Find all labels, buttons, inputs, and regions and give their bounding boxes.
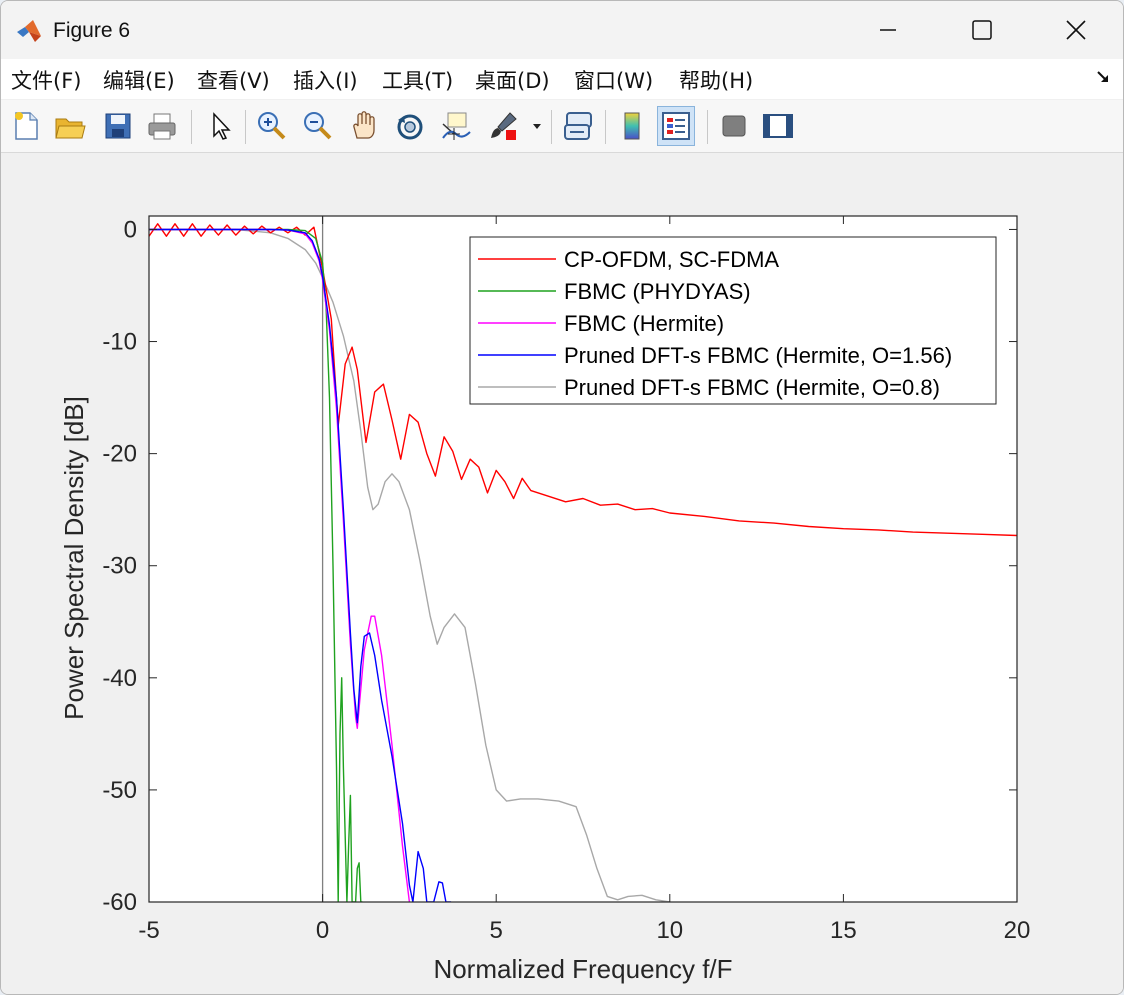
data-cursor-button[interactable] [437, 106, 475, 146]
toolbar-separator [191, 110, 192, 144]
toolbar-separator [707, 110, 708, 144]
x-tick-label: 10 [656, 917, 683, 944]
axes-box [148, 215, 1018, 903]
dock-figure-icon[interactable] [1095, 69, 1111, 85]
legend-entry: FBMC (PHYDYAS) [564, 279, 751, 304]
new-figure-icon [15, 112, 38, 140]
y-tick-label: -30 [102, 553, 137, 580]
close-icon [1066, 20, 1086, 40]
y-axis-label: Power Spectral Density [dB] [59, 396, 89, 720]
series-line-1 [149, 223, 1017, 537]
minimize-button[interactable] [841, 1, 935, 59]
legend-icon [662, 112, 690, 140]
legend-entry: CP-OFDM, SC-FDMA [564, 247, 779, 272]
menu-window[interactable]: 窗口(W) [574, 69, 654, 93]
zoom-out-button[interactable] [299, 106, 337, 146]
toolbar [1, 100, 1123, 153]
y-tick-label: -20 [102, 441, 137, 468]
brush-dropdown-button[interactable] [527, 106, 547, 146]
x-axis-label: Normalized Frequency f/F [433, 954, 732, 984]
zoom-in-button[interactable] [253, 106, 291, 146]
print-icon [148, 113, 176, 140]
legend-entry: Pruned DFT-s FBMC (Hermite, O=1.56) [564, 343, 952, 368]
window-title: Figure 6 [53, 19, 131, 42]
legend-button[interactable] [657, 106, 695, 146]
y-tick-label: -50 [102, 777, 137, 804]
data-cursor-icon [442, 112, 471, 140]
colorbar-icon [624, 112, 640, 140]
zoom-out-icon [304, 112, 332, 140]
open-file-icon [55, 118, 86, 139]
x-tick-label: -5 [138, 917, 159, 944]
save-icon [105, 113, 131, 139]
series-line-5 [149, 228, 670, 902]
save-button[interactable] [99, 106, 137, 146]
figure-canvas: -5 0 5 10 15 20 0 -10 -20 -30 -40 -50 -60 CP-OFDM, SC… [1, 153, 1123, 994]
brush-button[interactable] [485, 106, 523, 146]
show-plot-tools-button[interactable] [759, 106, 797, 146]
hide-plot-tools-button[interactable] [715, 106, 753, 146]
toolbar-separator [551, 110, 552, 144]
show-plot-tools-icon [763, 114, 793, 138]
colorbar-button[interactable] [613, 106, 651, 146]
matlab-logo-icon [17, 20, 41, 42]
rotate-3d-button[interactable] [391, 106, 429, 146]
y-tick-label: 0 [124, 216, 137, 243]
toolbar-separator [605, 110, 606, 144]
title-bar[interactable]: Figure 6 [1, 1, 1123, 59]
series-line-4 [149, 228, 452, 902]
close-button[interactable] [1029, 1, 1123, 59]
pan-hand-icon [353, 111, 375, 139]
hide-plot-tools-icon [722, 115, 746, 137]
minimize-icon [880, 29, 896, 31]
menu-file[interactable]: 文件(F) [11, 69, 82, 93]
pointer-button[interactable] [201, 106, 239, 146]
series-group [149, 216, 1017, 902]
maximize-icon [972, 20, 992, 40]
y-tick-label: -60 [102, 889, 137, 916]
legend-box [469, 236, 997, 405]
brush-dropdown-icon [533, 124, 541, 129]
x-tick-label: 5 [490, 917, 503, 944]
y-tick-label: -10 [102, 329, 137, 356]
series-line-2 [149, 228, 363, 902]
link-plot-button[interactable] [559, 106, 597, 146]
x-tick-label: 15 [830, 917, 857, 944]
menu-edit[interactable]: 编辑(E) [103, 69, 175, 93]
menu-desktop[interactable]: 桌面(D) [475, 69, 550, 93]
rotate-3d-icon [397, 114, 423, 140]
pan-button[interactable] [345, 106, 383, 146]
menu-view[interactable]: 查看(V) [197, 69, 270, 93]
menu-tools[interactable]: 工具(T) [382, 69, 454, 93]
print-button[interactable] [143, 106, 181, 146]
menu-insert[interactable]: 插入(I) [293, 69, 358, 93]
x-tick-label: 0 [316, 917, 329, 944]
maximize-button[interactable] [935, 1, 1029, 59]
zoom-in-icon [258, 112, 286, 140]
new-figure-button[interactable] [7, 106, 45, 146]
pointer-icon [213, 112, 231, 140]
y-tick-label: -40 [102, 665, 137, 692]
legend-entry: FBMC (Hermite) [564, 311, 724, 336]
open-file-button[interactable] [51, 106, 89, 146]
menu-bar: 文件(F) 编辑(E) 查看(V) 插入(I) 工具(T) 桌面(D) 窗口(W… [1, 59, 1123, 99]
link-plot-icon [564, 112, 592, 140]
toolbar-separator [245, 110, 246, 144]
x-tick-label: 20 [1004, 917, 1031, 944]
brush-icon [491, 112, 517, 140]
menu-help[interactable]: 帮助(H) [679, 69, 754, 93]
legend-entry: Pruned DFT-s FBMC (Hermite, O=0.8) [564, 375, 940, 400]
